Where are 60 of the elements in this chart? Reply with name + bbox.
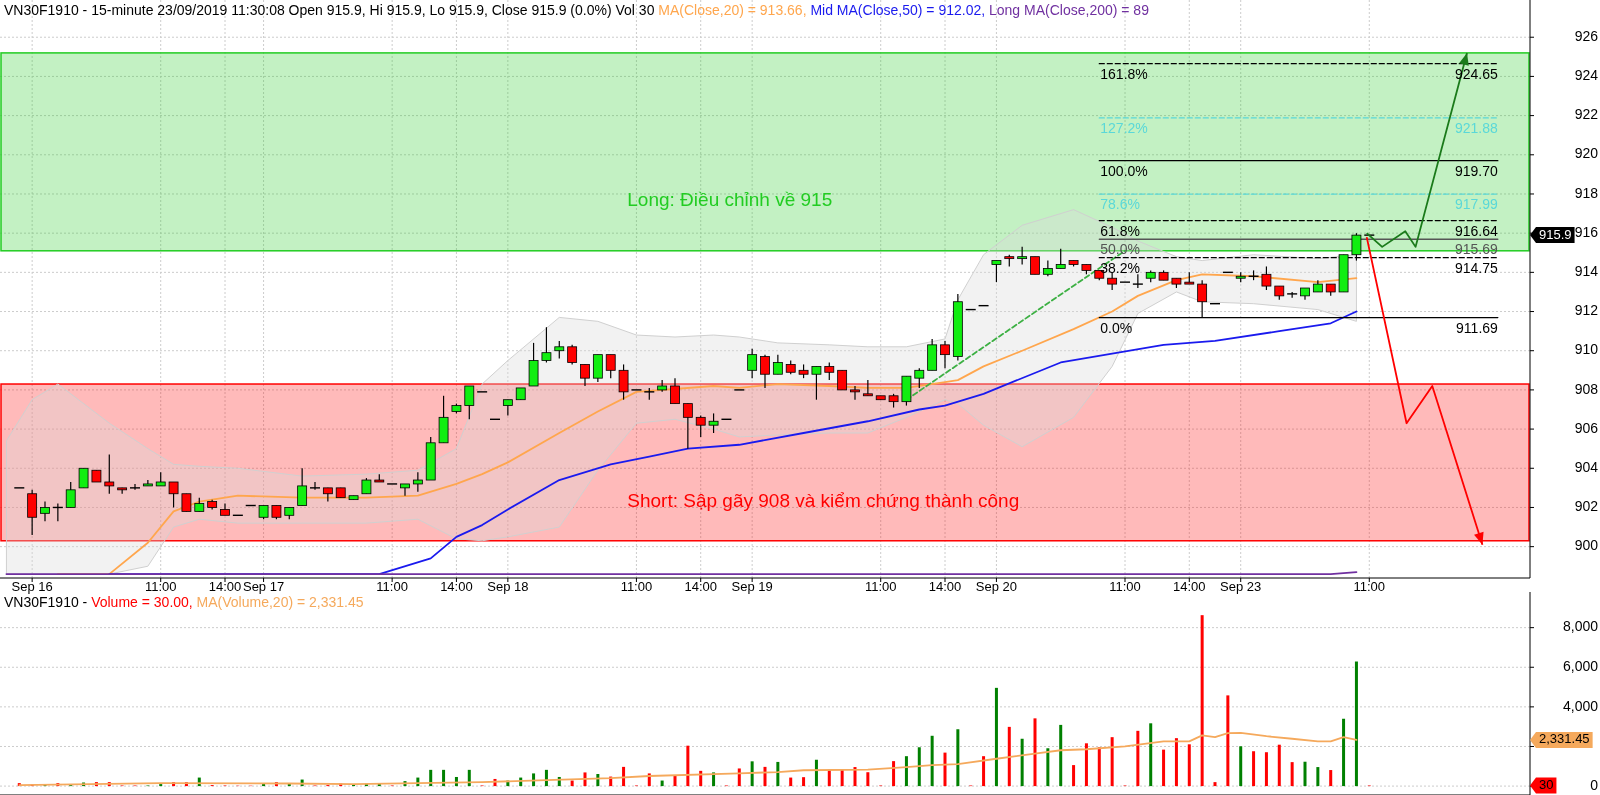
x-tick-label: Sep 18 [487, 579, 529, 594]
y-tick-label: 916 [1574, 223, 1599, 240]
text: 30 [1539, 776, 1554, 792]
y-tick-label: 8,000 [1562, 618, 1599, 635]
x-tick-label: 11:00 [620, 579, 653, 594]
x-tick-label: 11:00 [376, 579, 408, 594]
x-tick-label: 14:00 [928, 579, 962, 594]
y-tick-label: 906 [1574, 419, 1599, 436]
x-tick-label: Sep 20 [975, 579, 1018, 594]
y-tick-label: 924 [1574, 67, 1599, 84]
series-label: 38.2% [1100, 259, 1140, 276]
x-tick-label: Sep 23 [1220, 579, 1262, 594]
y-tick-label: 918 [1574, 184, 1599, 201]
y-tick-label: 922 [1574, 106, 1599, 123]
text: MA(Volume,20) = 2,331.45 [196, 594, 364, 610]
data-label: 911.69 [1456, 319, 1499, 336]
x-tick-label: 11:00 [1109, 579, 1141, 594]
y-tick-label: 6,000 [1562, 657, 1599, 674]
text: MA(Close,20) = 913.66, [658, 2, 807, 18]
y-tick-label: 910 [1574, 341, 1599, 358]
band-label: Long: Điều chỉnh về 915 [627, 189, 833, 211]
y-tick-label: 914 [1574, 263, 1599, 280]
x-tick-label: Sep 16 [11, 579, 53, 594]
text: Mid MA(Close,50) = 912.02, [810, 2, 986, 18]
x-tick-label: 11:00 [864, 579, 897, 594]
text: Volume = 30.00, [91, 594, 193, 610]
x-tick-label: 11:00 [1353, 579, 1386, 594]
y-tick-label: 902 [1574, 498, 1599, 515]
x-tick-label: Sep 17 [242, 579, 285, 594]
x-tick-label: 14:00 [1173, 579, 1206, 594]
data-label: 919.70 [1455, 162, 1499, 179]
data-label: 917.99 [1455, 196, 1499, 213]
x-tick-label: 14:00 [684, 579, 717, 594]
x-tick-label: 14:00 [208, 579, 242, 594]
data-label: 916.64 [1455, 222, 1499, 239]
y-tick-label: 0 [1590, 776, 1599, 793]
y-tick-label: 904 [1574, 458, 1599, 475]
data-label: 921.88 [1455, 119, 1499, 136]
chart-title: VN30F1910 - [4, 594, 88, 610]
y-tick-label: 900 [1574, 537, 1599, 554]
series-label: 61.8% [1100, 222, 1140, 239]
y-tick-label: 920 [1574, 145, 1599, 162]
x-tick-label: Sep 19 [731, 579, 773, 594]
series-label: 127.2% [1100, 119, 1148, 136]
x-tick-label: 11:00 [144, 579, 177, 594]
y-tick-label: 912 [1574, 302, 1599, 319]
text: 2,331.45 [1539, 731, 1590, 747]
data-label: 914.75 [1455, 259, 1499, 276]
series-label: 0.0% [1100, 319, 1133, 336]
series-label: 100.0% [1100, 162, 1148, 179]
text: Long MA(Close,200) = 89 [989, 2, 1150, 18]
series-label: 78.6% [1100, 196, 1140, 213]
x-tick-label: 14:00 [440, 579, 473, 594]
y-tick-label: 908 [1574, 380, 1599, 397]
series-label: 161.8% [1100, 65, 1148, 82]
chart-title: VN30F1910 - 15-minute 23/09/2019 11:30:08 Open 915.9, Hi 915.9, Lo 915.9, Close 915.9 (0.0%) Vol 30 [4, 2, 655, 18]
text: 915.9 [1539, 226, 1572, 242]
y-tick-label: 4,000 [1562, 697, 1599, 714]
y-tick-label: 926 [1574, 27, 1599, 44]
band-label: Short: Sập gãy 908 và kiểm chứng thành công [627, 489, 1020, 511]
